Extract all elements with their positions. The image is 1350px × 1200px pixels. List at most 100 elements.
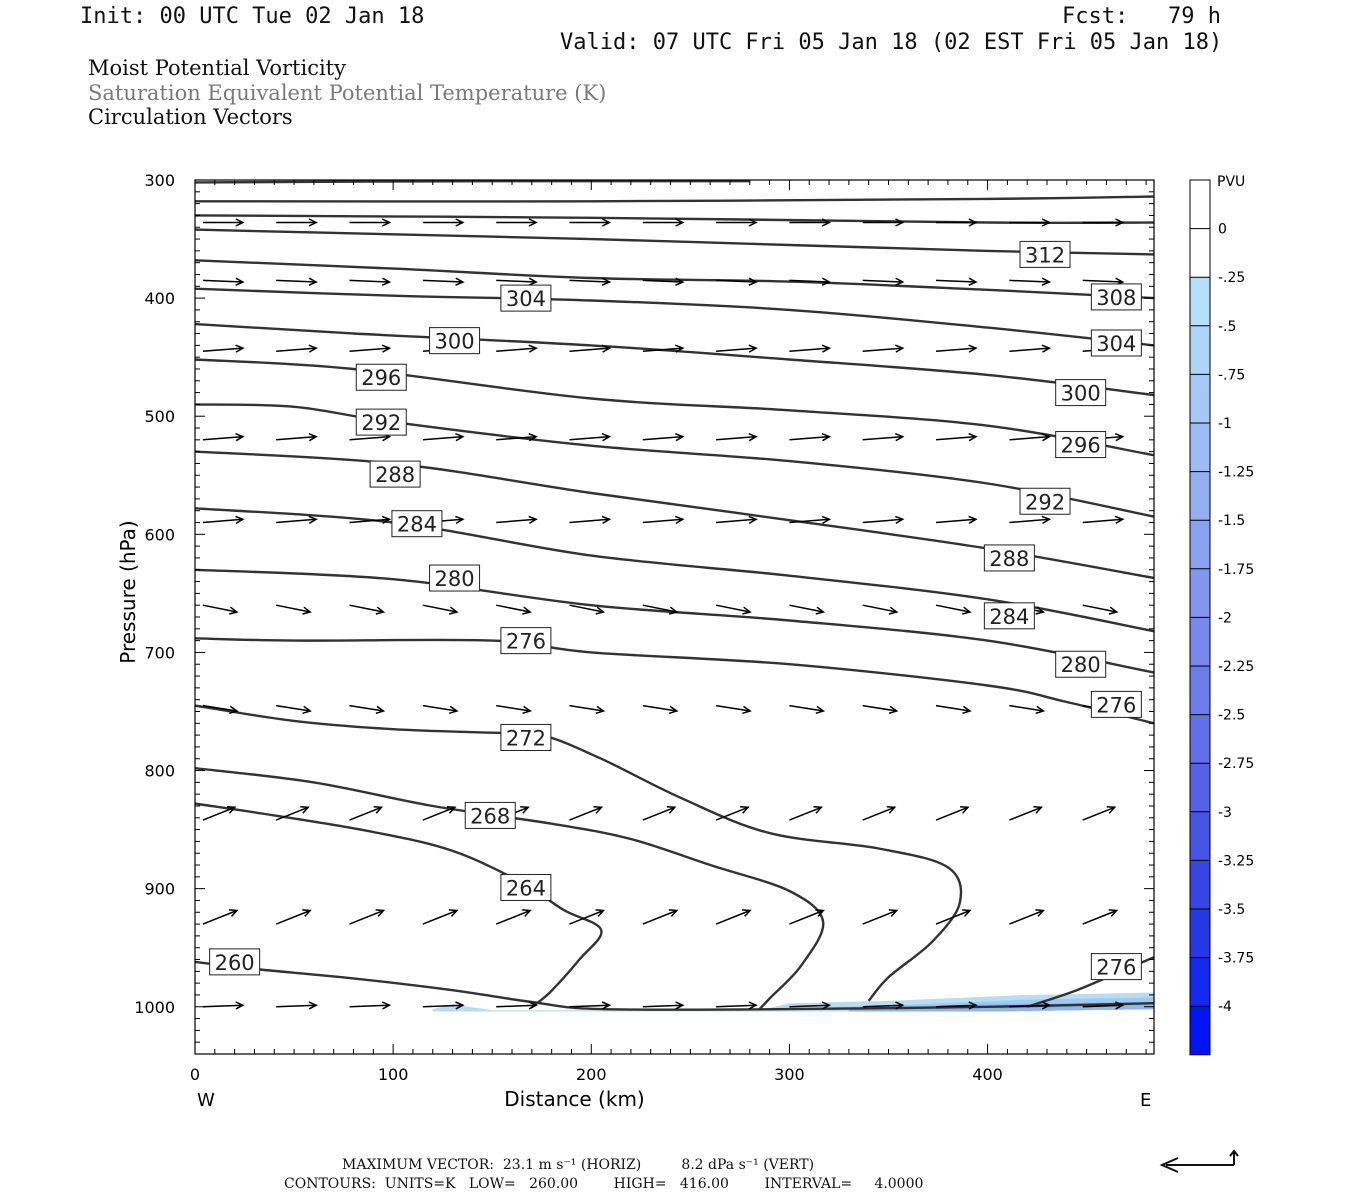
y-tick-label: 800 — [144, 762, 175, 781]
vector-arrow — [422, 806, 457, 821]
contour-label: 276 — [1096, 956, 1136, 980]
vector-arrow — [716, 277, 758, 286]
colorbar-label: -1.25 — [1218, 465, 1254, 481]
contour-272 — [195, 704, 963, 1002]
contour-label-box — [500, 284, 552, 312]
contour-label: 280 — [435, 567, 475, 591]
vector-arrow — [569, 1001, 612, 1010]
colorbar-swatch — [1190, 860, 1210, 909]
vector-arrow — [276, 344, 318, 353]
contour-label-box — [983, 544, 1035, 572]
vector-arrow — [349, 277, 392, 286]
field-title-theta-es: Saturation Equivalent Potential Temperat… — [88, 81, 607, 105]
vector-arrow — [862, 218, 905, 227]
vector-arrow — [642, 277, 685, 286]
vector-arrow — [422, 433, 465, 442]
vector-arrow — [935, 806, 970, 821]
vector-arrow — [569, 344, 612, 353]
vector-arrow — [642, 218, 685, 227]
vector-arrow — [276, 218, 318, 227]
vector-arrow — [642, 515, 685, 525]
vector-arrow — [569, 806, 604, 821]
vector-arrow — [422, 704, 459, 715]
contour-296 — [195, 358, 1154, 457]
vector-arrow — [202, 604, 239, 615]
vector-arrow — [276, 604, 312, 615]
vector-arrow — [642, 704, 679, 715]
vector-arrow — [716, 218, 758, 227]
x-tick-label: 0 — [190, 1065, 200, 1084]
contour-label-box — [391, 510, 443, 538]
contour-264 — [195, 802, 603, 1008]
contour-292 — [195, 403, 1154, 518]
vector-arrow — [496, 344, 538, 353]
colorbar-swatch — [1190, 957, 1210, 1007]
contour-label: 300 — [1061, 382, 1101, 406]
colorbar-label: -2.75 — [1218, 756, 1254, 772]
vector-arrow — [202, 433, 245, 442]
init-time: Init: 00 UTC Tue 02 Jan 18 — [80, 4, 425, 29]
colorbar-swatch — [1190, 568, 1210, 618]
vector-arrow — [935, 277, 978, 286]
vector-arrow — [935, 344, 978, 353]
contour-label: 292 — [1025, 490, 1065, 514]
vector-arrow — [569, 909, 606, 925]
vector-arrow — [789, 344, 832, 353]
vector-arrow — [569, 218, 612, 227]
contour-label: 288 — [989, 547, 1029, 571]
contour-label-box — [1090, 283, 1142, 311]
vector-arrow — [276, 515, 318, 525]
contour-label: 296 — [1061, 434, 1101, 458]
vector-arrow — [569, 704, 606, 715]
y-axis-label: Pressure (hPa) — [116, 520, 140, 663]
vector-arrow — [1009, 704, 1046, 715]
colorbar-label: -.5 — [1218, 319, 1236, 335]
colorbar-label: -.75 — [1218, 367, 1245, 383]
vector-arrow — [642, 806, 677, 821]
contour-308 — [195, 259, 1154, 300]
x-axis-label: Distance (km) — [504, 1087, 644, 1111]
vector-arrow — [202, 806, 237, 821]
vector-arrow — [935, 704, 972, 715]
colorbar-label: -1.75 — [1218, 562, 1254, 578]
vector-arrow — [496, 1001, 538, 1010]
contour-label-box — [209, 948, 261, 976]
vector-arrow — [496, 704, 532, 715]
vector-arrow — [789, 704, 826, 715]
contour-316 — [195, 214, 1154, 225]
contour-label: 272 — [506, 726, 546, 750]
vector-arrow — [349, 1001, 392, 1010]
colorbar: PVU 0 -.25 -.5 -.75 -1 -1.25 -1.5 -1.75 -2 -2.25 -2… — [1189, 174, 1254, 1056]
contour-268 — [195, 767, 825, 1010]
vector-arrow — [1082, 1001, 1125, 1010]
colorbar-swatch — [1190, 811, 1210, 861]
vector-arrow — [642, 344, 685, 353]
colorbar-swatch — [1190, 374, 1210, 423]
vector-arrow — [935, 604, 972, 615]
contour-label-box — [1055, 650, 1107, 678]
contour-label-box — [355, 363, 407, 391]
contour-label: 264 — [506, 876, 546, 900]
contour-label-box — [429, 564, 481, 592]
contour-label: 296 — [361, 366, 401, 390]
vector-arrow — [1009, 277, 1052, 286]
field-title-mpv: Moist Potential Vorticity — [88, 56, 346, 80]
vector-arrow — [935, 433, 978, 442]
contour-label: 304 — [1096, 332, 1136, 356]
vector-arrow — [275, 909, 312, 925]
vector-arrow — [349, 218, 392, 227]
vector-arrow — [569, 515, 612, 525]
colorbar-swatch — [1190, 617, 1210, 666]
contour-label-box — [500, 873, 552, 901]
contour-276 — [195, 637, 1154, 725]
forecast-hour: Fcst: 79 h — [1062, 4, 1221, 29]
vector-arrow — [789, 277, 832, 286]
vector-arrow — [569, 433, 612, 442]
colorbar-swatch — [1190, 277, 1210, 326]
contour-label-box — [1090, 329, 1142, 357]
vector-arrow — [1082, 909, 1119, 925]
contour-label: 280 — [1061, 653, 1101, 677]
colorbar-label: -1 — [1218, 416, 1232, 432]
valid-time: Valid: 07 UTC Fri 05 Jan 18 (02 EST Fri … — [560, 30, 1223, 55]
y-tick-label: 1000 — [134, 998, 175, 1017]
